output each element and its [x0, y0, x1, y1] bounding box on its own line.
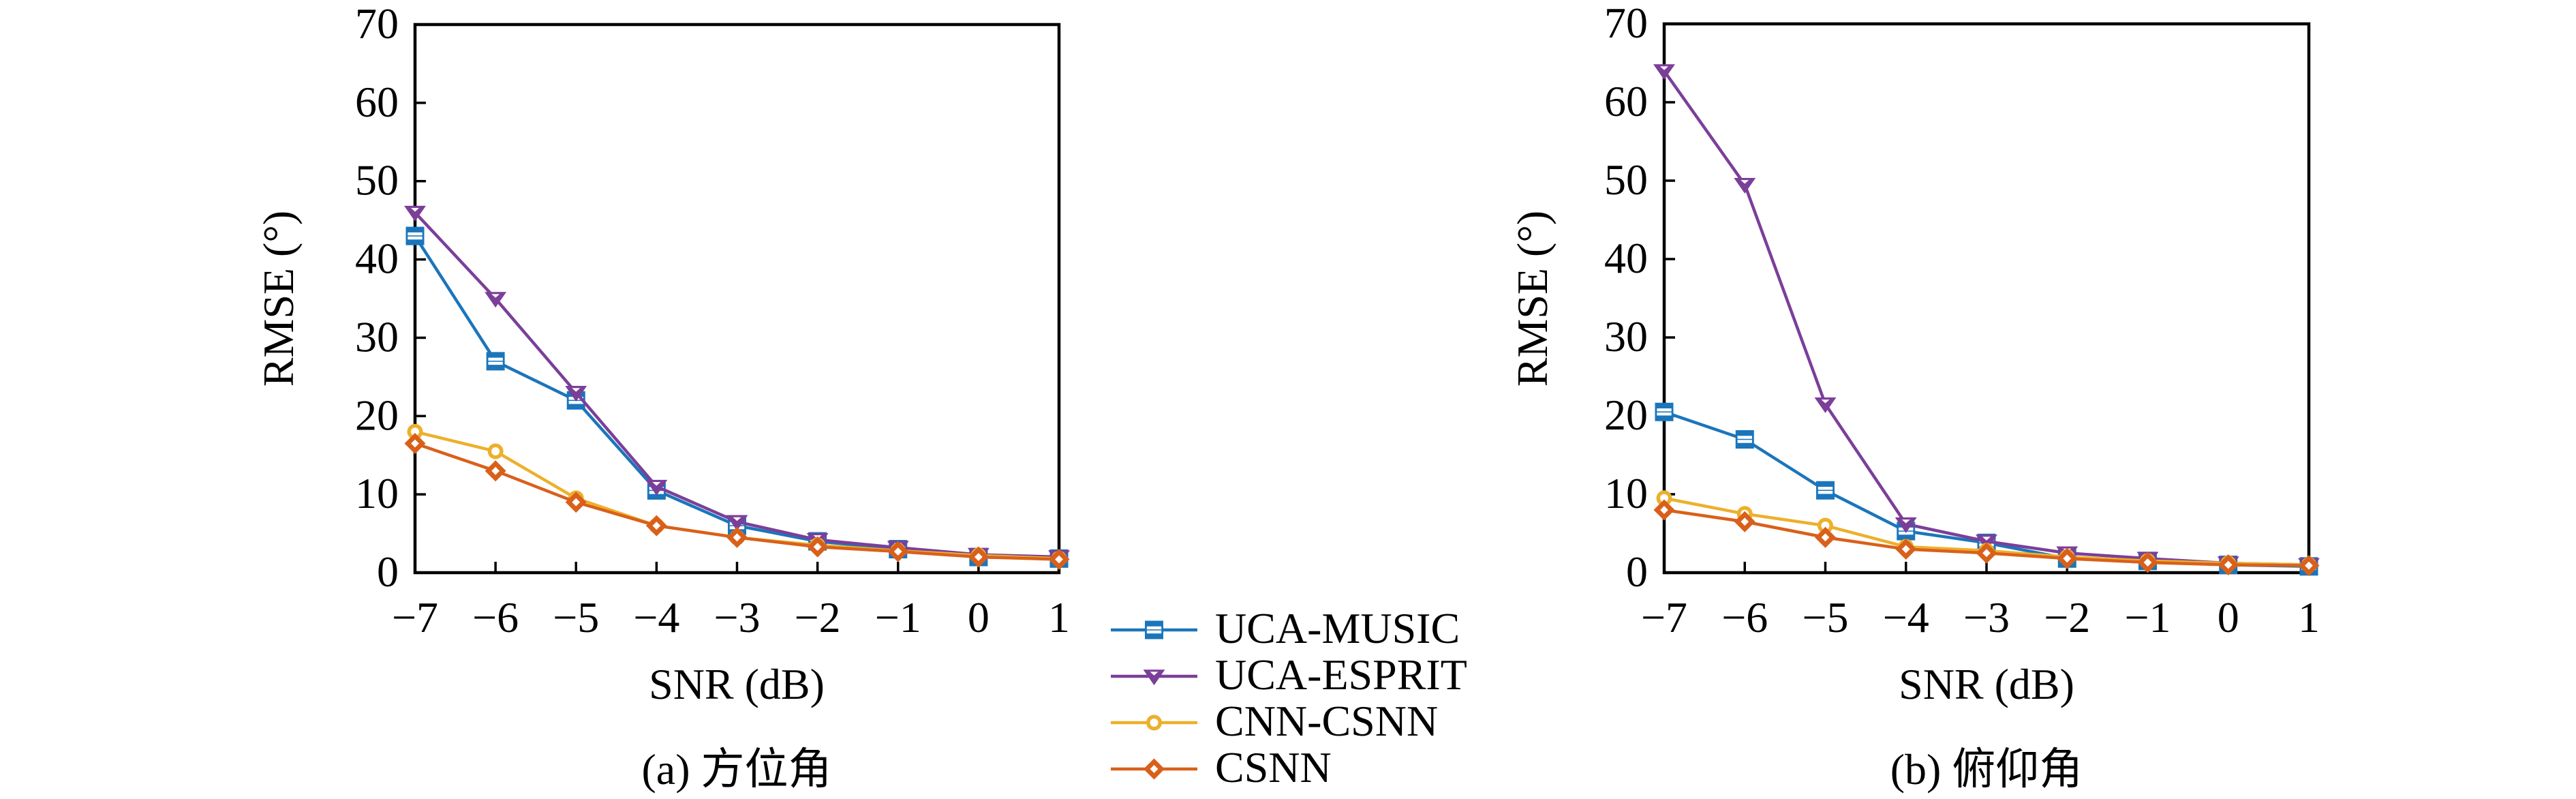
svg-text:−5: −5 [1802, 593, 1848, 642]
svg-text:30: 30 [1604, 312, 1648, 361]
svg-text:CNN-CSNN: CNN-CSNN [1215, 697, 1438, 745]
svg-text:30: 30 [355, 312, 399, 361]
svg-text:10: 10 [355, 469, 399, 517]
svg-text:1: 1 [2298, 593, 2320, 642]
svg-text:50: 50 [1604, 155, 1648, 204]
svg-text:−1: −1 [2124, 593, 2171, 642]
svg-text:10: 10 [1604, 469, 1648, 517]
svg-text:SNR (dB): SNR (dB) [1899, 660, 2074, 708]
svg-text:40: 40 [355, 235, 399, 283]
svg-text:0: 0 [377, 547, 399, 596]
svg-text:RMSE (°): RMSE (°) [254, 211, 303, 387]
svg-text:CSNN: CSNN [1215, 743, 1332, 792]
svg-text:(a) 方位角: (a) 方位角 [641, 745, 831, 794]
svg-text:−3: −3 [714, 593, 760, 642]
svg-text:70: 70 [1604, 0, 1648, 47]
svg-text:−7: −7 [1641, 593, 1687, 642]
svg-text:SNR (dB): SNR (dB) [649, 660, 825, 708]
svg-text:−5: −5 [553, 593, 599, 642]
svg-text:−4: −4 [633, 593, 679, 642]
svg-text:(b) 俯仰角: (b) 俯仰角 [1890, 745, 2083, 794]
svg-text:−3: −3 [1963, 593, 2010, 642]
svg-text:70: 70 [355, 0, 399, 48]
svg-text:−7: −7 [392, 593, 438, 642]
svg-text:20: 20 [355, 391, 399, 439]
svg-text:−2: −2 [795, 593, 841, 642]
svg-text:−6: −6 [1721, 593, 1768, 642]
svg-text:50: 50 [355, 156, 399, 205]
svg-text:UCA-MUSIC: UCA-MUSIC [1215, 604, 1460, 652]
svg-text:UCA-ESPRIT: UCA-ESPRIT [1215, 650, 1467, 699]
svg-text:−4: −4 [1883, 593, 1929, 642]
svg-text:−6: −6 [472, 593, 519, 642]
svg-text:RMSE (°): RMSE (°) [1508, 211, 1557, 387]
svg-text:0: 0 [2218, 593, 2239, 642]
svg-text:0: 0 [968, 593, 990, 642]
svg-text:60: 60 [355, 78, 399, 126]
svg-text:20: 20 [1604, 391, 1648, 439]
svg-text:1: 1 [1048, 593, 1070, 642]
svg-text:0: 0 [1626, 547, 1648, 596]
svg-text:−1: −1 [875, 593, 921, 642]
svg-text:−2: −2 [2044, 593, 2090, 642]
svg-text:60: 60 [1604, 77, 1648, 125]
svg-text:40: 40 [1604, 234, 1648, 282]
